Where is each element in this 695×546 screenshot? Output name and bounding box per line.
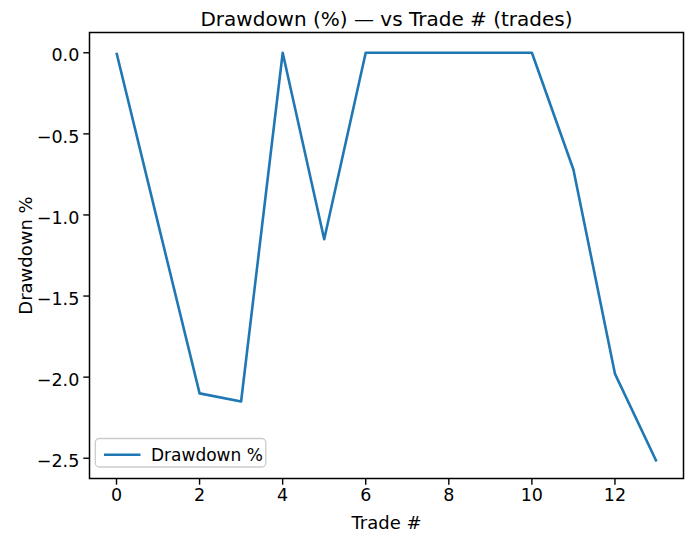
y-tick-label: −2.5	[37, 451, 80, 471]
legend: Drawdown %	[95, 439, 265, 468]
drawdown-line-chart: 0 2 4 6 8 10 12 0.0 −0.5 −1.0 −1.5 −2.0 −2.5 Drawdow…	[0, 0, 695, 546]
y-tick-label: −1.5	[37, 289, 80, 309]
x-tick-label: 6	[360, 485, 371, 505]
x-tick-label: 0	[111, 485, 122, 505]
x-tick-label: 8	[443, 485, 454, 505]
x-tick-label: 2	[194, 485, 205, 505]
x-axis-label: Trade #	[350, 512, 421, 533]
y-axis-label: Drawdown %	[15, 196, 36, 314]
x-tick-label: 10	[521, 485, 543, 505]
x-tick-label: 4	[277, 485, 288, 505]
y-tick-label: −2.0	[37, 370, 80, 390]
x-tick-label: 12	[604, 485, 626, 505]
y-tick-label: 0.0	[51, 45, 79, 65]
y-tick-label: −1.0	[37, 208, 80, 228]
chart-title: Drawdown (%) — vs Trade # (trades)	[200, 7, 572, 31]
y-tick-label: −0.5	[37, 127, 80, 147]
legend-label: Drawdown %	[151, 445, 263, 465]
